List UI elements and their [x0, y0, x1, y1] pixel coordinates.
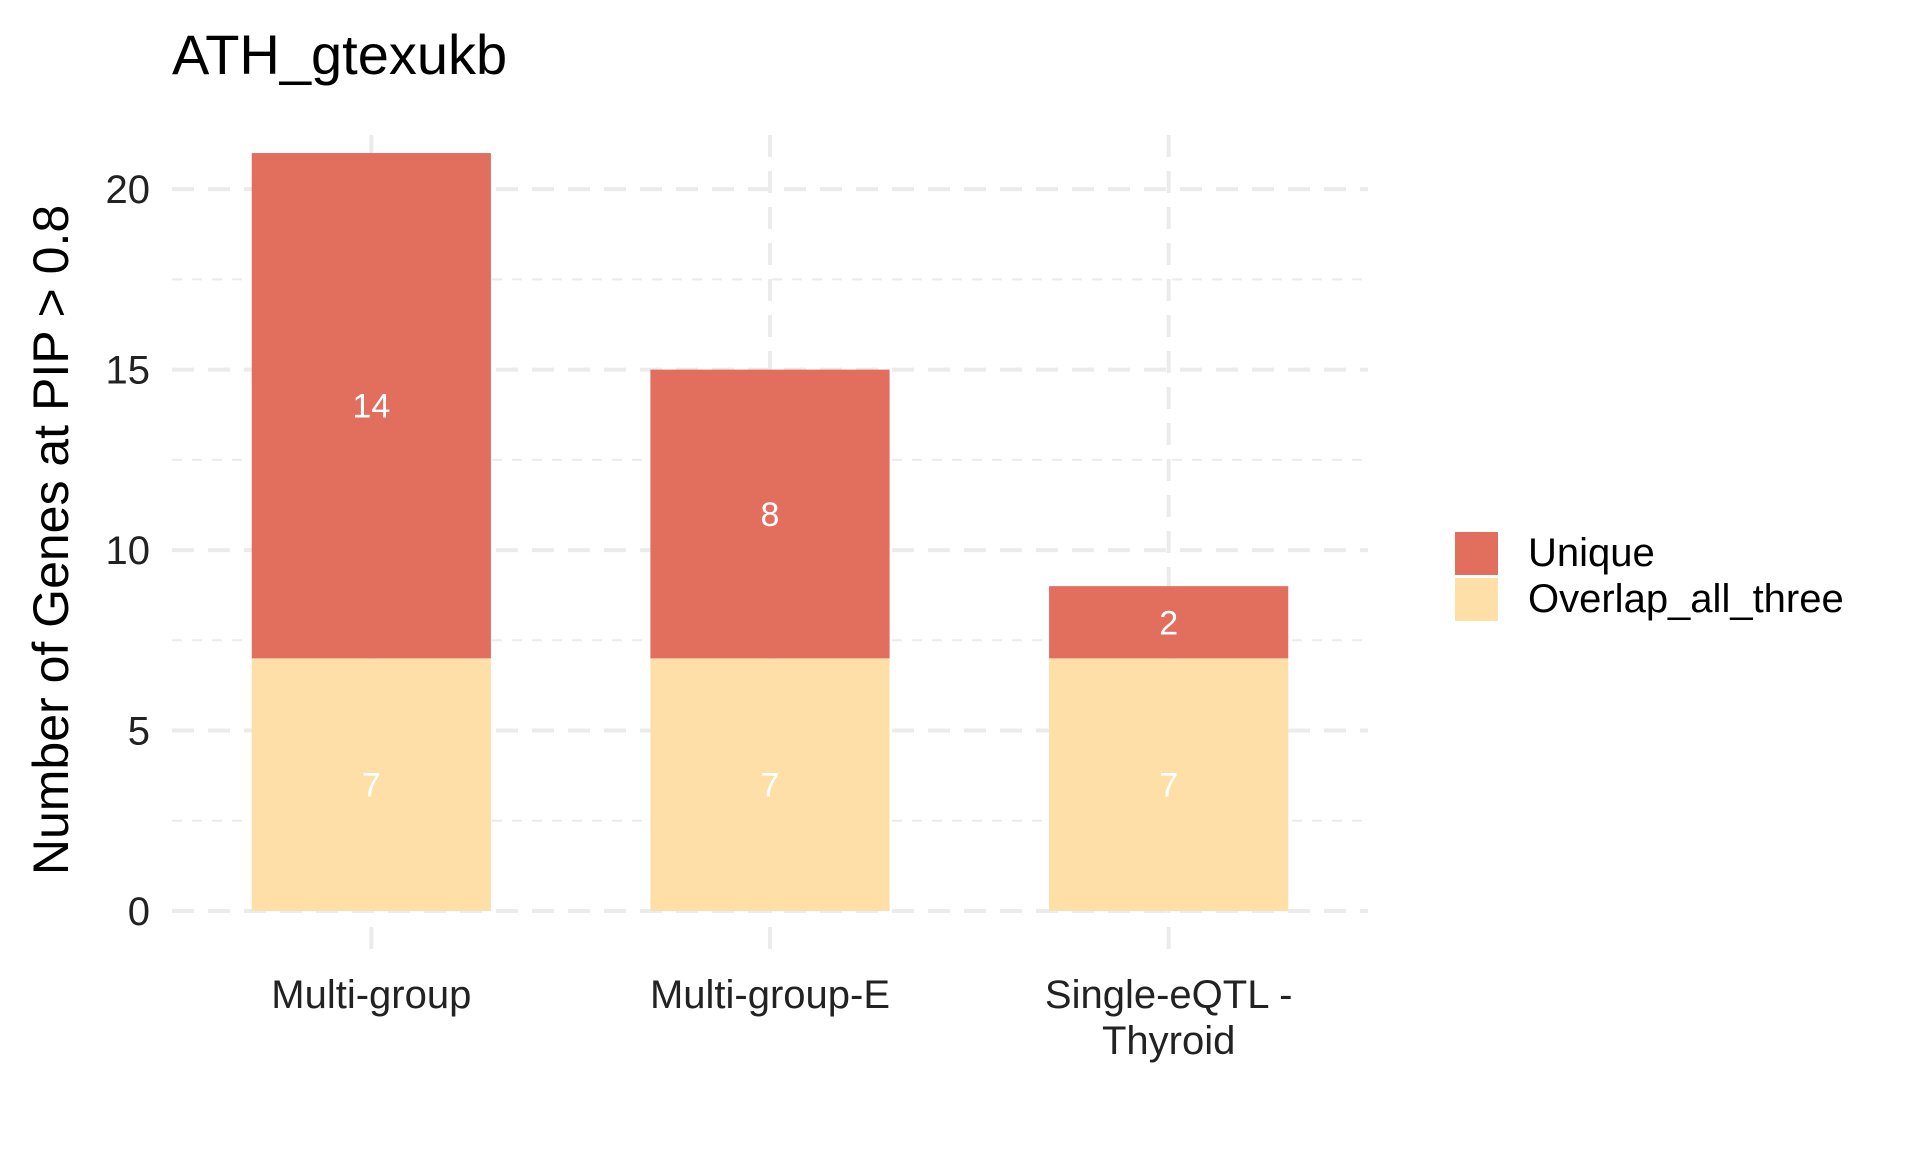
y-tick-label: 5: [128, 710, 150, 754]
chart-title: ATH_gtexukb: [172, 23, 507, 86]
legend-label: Unique: [1528, 531, 1655, 575]
data-label: 7: [761, 767, 780, 805]
data-label: 8: [761, 496, 780, 534]
data-label: 2: [1159, 604, 1178, 642]
bars-layer: [251, 153, 1289, 911]
data-label: 14: [352, 388, 390, 426]
bar-segment-unique: [251, 153, 491, 659]
bar-segment-unique: [650, 369, 890, 659]
bar-segment-overlap-all-three: [650, 658, 890, 911]
legend-swatch-overlap-all-three: [1455, 578, 1498, 621]
y-tick-label: 10: [106, 529, 151, 573]
legend-label: Overlap_all_three: [1528, 577, 1844, 621]
legend-swatch-unique: [1455, 532, 1498, 575]
bar-segment-overlap-all-three: [1049, 658, 1289, 911]
y-tick-label: 20: [106, 168, 151, 212]
data-labels-layer: 7 14 7 8 7 2: [352, 388, 1178, 805]
data-label: 7: [362, 767, 381, 805]
axes-layer: 0 5 10 15 20 Multi-group Multi-group-E Single-e…: [106, 168, 1293, 1063]
y-axis-label: Number of Genes at PIP > 0.8: [23, 205, 79, 875]
y-tick-label: 15: [106, 349, 151, 393]
y-tick-label: 0: [128, 890, 150, 934]
x-tick-label: Single-eQTL -: [1045, 973, 1293, 1017]
bar-segment-unique: [1049, 586, 1289, 659]
x-tick-label: Thyroid: [1102, 1019, 1235, 1063]
data-label: 7: [1159, 767, 1178, 805]
x-tick-label: Multi-group: [271, 973, 471, 1017]
bar-segment-overlap-all-three: [251, 658, 491, 911]
x-tick-label: Multi-group-E: [650, 973, 890, 1017]
